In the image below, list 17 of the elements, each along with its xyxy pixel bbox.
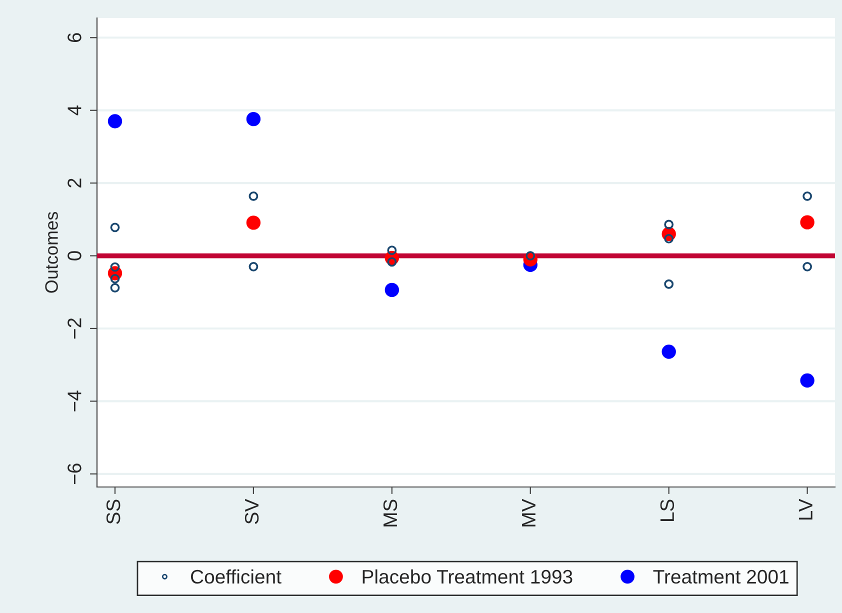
x-tick-label: MV <box>522 498 536 526</box>
y-tick-label: 0 <box>68 251 82 260</box>
y-axis-title: Outcomes <box>45 212 58 293</box>
y-tick-label: 4 <box>68 106 82 116</box>
y-tick-label: 6 <box>68 33 82 42</box>
y-tick-label: −4 <box>68 390 82 412</box>
x-tick-label: LS <box>660 500 674 521</box>
y-tick-label: −2 <box>68 318 82 339</box>
legend-label: Treatment 2001 <box>653 570 788 584</box>
y-tick-label: 2 <box>68 178 82 188</box>
x-tick-label: SS <box>106 500 120 524</box>
x-tick-label: SV <box>244 498 259 524</box>
x-tick-label: LV <box>798 498 812 520</box>
legend-label: Coefficient <box>190 569 282 584</box>
legend-label: Placebo Treatment 1993 <box>362 569 572 584</box>
y-tick-label: −6 <box>68 464 82 484</box>
x-tick-label: MS <box>383 500 398 526</box>
